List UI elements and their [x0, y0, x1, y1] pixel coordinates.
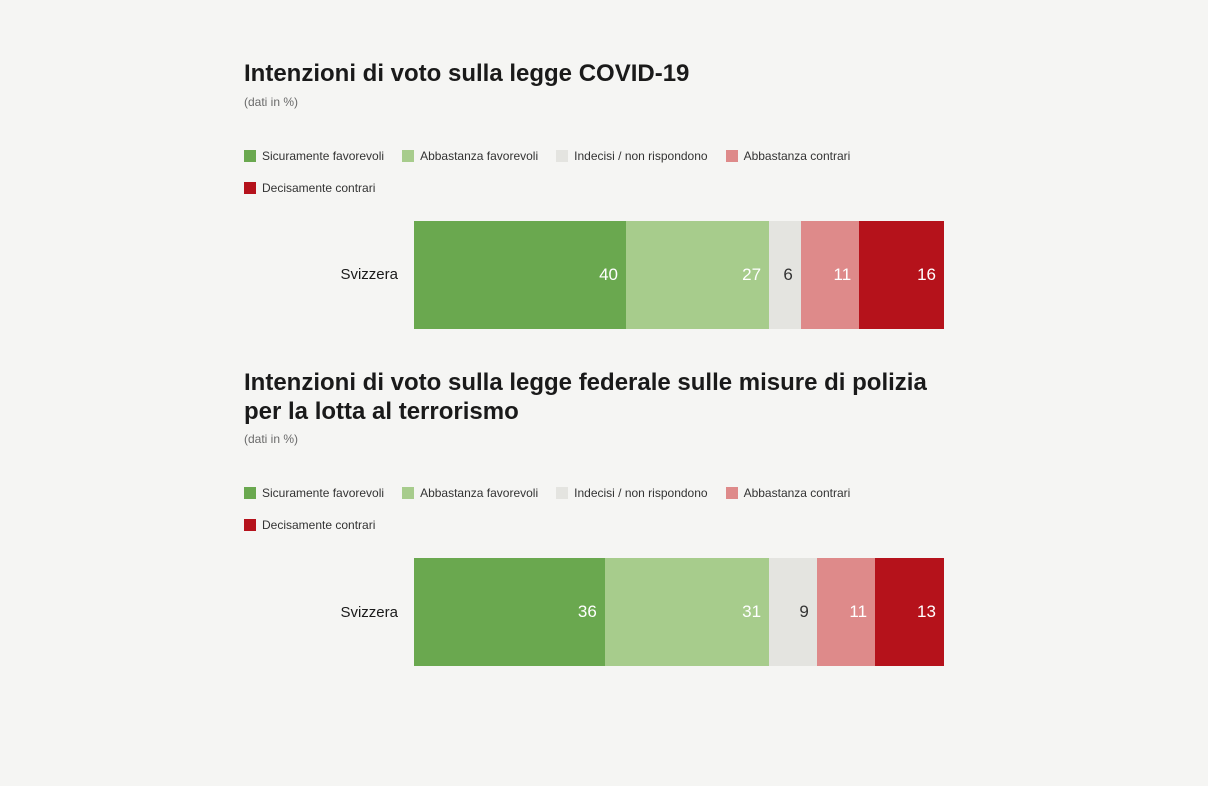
legend-label: Abbastanza favorevoli [420, 486, 538, 500]
legend-item-sic_fav: Sicuramente favorevoli [244, 149, 384, 163]
stacked-bar: 363191113 [414, 558, 944, 666]
legend-item-abb_fav: Abbastanza favorevoli [402, 486, 538, 500]
legend-label: Decisamente contrari [262, 181, 375, 195]
bar-wrap: 363191113 [414, 558, 944, 666]
legend-label: Abbastanza contrari [744, 149, 851, 163]
chart-title: Intenzioni di voto sulla legge COVID-19 [244, 60, 944, 89]
legend-swatch [402, 487, 414, 499]
legend-item-abb_fav: Abbastanza favorevoli [402, 149, 538, 163]
legend-item-sic_fav: Sicuramente favorevoli [244, 486, 384, 500]
legend-item-indecisi: Indecisi / non rispondono [556, 486, 707, 500]
chart-subtitle: (dati in %) [244, 95, 944, 109]
legend-item-indecisi: Indecisi / non rispondono [556, 149, 707, 163]
legend-item-dec_con: Decisamente contrari [244, 181, 375, 195]
bar-segment-abb_con: 11 [817, 558, 875, 666]
bar-wrap: 402761116 [414, 221, 944, 329]
legend-swatch [402, 150, 414, 162]
bar-segment-dec_con: 13 [875, 558, 944, 666]
bar-segment-indecisi: 9 [769, 558, 817, 666]
chart-row: Svizzera402761116 [244, 221, 944, 329]
legend-swatch [726, 487, 738, 499]
chart-title: Intenzioni di voto sulla legge federale … [244, 369, 944, 427]
legend-item-abb_con: Abbastanza contrari [726, 486, 851, 500]
chart-row: Svizzera363191113 [244, 558, 944, 666]
bar-segment-indecisi: 6 [769, 221, 801, 329]
legend-label: Decisamente contrari [262, 518, 375, 532]
chart-block-1: Intenzioni di voto sulla legge federale … [244, 369, 944, 667]
legend-label: Sicuramente favorevoli [262, 149, 384, 163]
legend-item-abb_con: Abbastanza contrari [726, 149, 851, 163]
stacked-bar: 402761116 [414, 221, 944, 329]
chart-block-0: Intenzioni di voto sulla legge COVID-19 (… [244, 60, 944, 329]
legend-swatch [244, 519, 256, 531]
charts-container: Intenzioni di voto sulla legge COVID-19 (… [244, 60, 944, 666]
legend-swatch [244, 150, 256, 162]
bar-segment-abb_fav: 27 [626, 221, 769, 329]
bar-segment-dec_con: 16 [859, 221, 944, 329]
legend-swatch [244, 487, 256, 499]
bar-segment-abb_fav: 31 [605, 558, 769, 666]
legend: Sicuramente favorevoli Abbastanza favorev… [244, 486, 944, 532]
legend-label: Abbastanza contrari [744, 486, 851, 500]
legend-swatch [556, 487, 568, 499]
legend-swatch [726, 150, 738, 162]
legend: Sicuramente favorevoli Abbastanza favorev… [244, 149, 944, 195]
bar-segment-abb_con: 11 [801, 221, 859, 329]
row-label: Svizzera [244, 221, 414, 329]
row-label: Svizzera [244, 558, 414, 666]
legend-item-dec_con: Decisamente contrari [244, 518, 375, 532]
bar-segment-sic_fav: 36 [414, 558, 605, 666]
legend-swatch [556, 150, 568, 162]
legend-label: Sicuramente favorevoli [262, 486, 384, 500]
legend-swatch [244, 182, 256, 194]
bar-segment-sic_fav: 40 [414, 221, 626, 329]
chart-subtitle: (dati in %) [244, 432, 944, 446]
legend-label: Indecisi / non rispondono [574, 149, 707, 163]
legend-label: Indecisi / non rispondono [574, 486, 707, 500]
legend-label: Abbastanza favorevoli [420, 149, 538, 163]
